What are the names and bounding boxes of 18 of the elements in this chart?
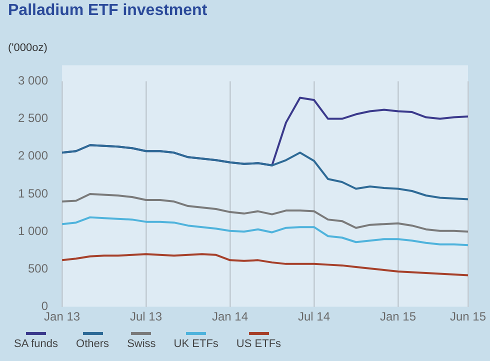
y-axis-title: ('000oz) [8,42,48,54]
y-tick-label: 2 500 [18,111,48,126]
legend-label: SA funds [14,338,58,350]
legend-label: US ETFs [236,338,282,350]
legend-label: UK ETFs [174,338,218,350]
y-tick-label: 1 500 [18,186,48,200]
legend-label: Others [76,338,110,350]
y-tick-label: 1 000 [18,224,48,238]
y-tick-label: 500 [28,262,48,276]
legend-label: Swiss [127,338,156,350]
y-tick-label: 2 000 [18,148,48,163]
x-tick-label: Jan 14 [212,309,248,324]
y-tick-label: 3 000 [18,74,48,88]
x-tick-label: Jul 13 [130,309,162,324]
chart-title: Palladium ETF investment [8,2,208,20]
x-tick-label: Jan 15 [380,309,416,324]
x-tick-label: Jul 14 [298,309,330,324]
x-tick-label: Jun 15 [450,309,486,324]
